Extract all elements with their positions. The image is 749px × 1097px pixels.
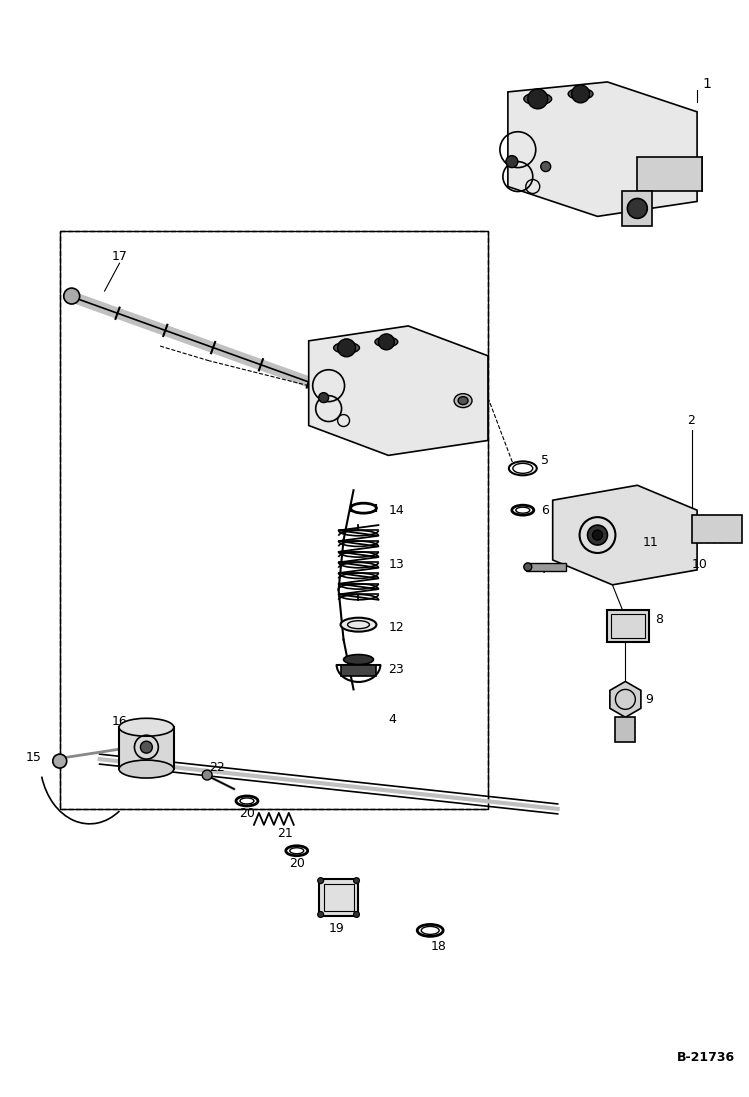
Bar <box>60 231 488 808</box>
Text: 4: 4 <box>389 713 396 726</box>
Bar <box>637 157 702 192</box>
Circle shape <box>528 89 548 109</box>
Text: 22: 22 <box>209 760 225 773</box>
Circle shape <box>140 742 152 754</box>
Bar <box>120 727 175 769</box>
Text: 23: 23 <box>389 663 404 676</box>
Text: 11: 11 <box>643 535 658 548</box>
Bar <box>616 717 635 743</box>
Bar <box>692 516 742 543</box>
Ellipse shape <box>375 337 398 347</box>
Circle shape <box>354 912 360 917</box>
Circle shape <box>338 339 356 357</box>
Circle shape <box>592 530 602 540</box>
Text: 20: 20 <box>289 857 305 870</box>
Text: 18: 18 <box>430 940 446 953</box>
Text: 14: 14 <box>389 504 404 517</box>
Circle shape <box>318 878 324 883</box>
Text: 12: 12 <box>389 621 404 634</box>
Text: 20: 20 <box>239 807 255 821</box>
Ellipse shape <box>344 655 374 665</box>
Polygon shape <box>610 681 641 717</box>
Text: 19: 19 <box>329 921 345 935</box>
Ellipse shape <box>341 618 377 632</box>
Text: 10: 10 <box>692 558 708 572</box>
Text: 1: 1 <box>702 77 711 91</box>
Text: 7: 7 <box>541 564 549 576</box>
Circle shape <box>506 156 518 168</box>
Ellipse shape <box>454 394 472 408</box>
Polygon shape <box>553 485 697 585</box>
Text: 5: 5 <box>541 454 549 467</box>
Circle shape <box>318 393 329 403</box>
Bar <box>622 192 652 226</box>
Text: 9: 9 <box>646 693 653 705</box>
Text: 21: 21 <box>277 827 293 840</box>
Text: 17: 17 <box>112 250 127 262</box>
Text: 8: 8 <box>655 613 664 626</box>
Bar <box>607 610 649 642</box>
Ellipse shape <box>119 760 174 778</box>
Circle shape <box>378 333 395 350</box>
Circle shape <box>587 525 607 545</box>
Bar <box>324 883 354 912</box>
Bar <box>60 231 488 808</box>
Circle shape <box>524 563 532 570</box>
Ellipse shape <box>458 397 468 405</box>
Bar <box>526 563 565 570</box>
Text: 13: 13 <box>389 558 404 572</box>
Text: 6: 6 <box>541 504 548 517</box>
Circle shape <box>52 754 67 768</box>
Ellipse shape <box>524 93 552 105</box>
Text: 15: 15 <box>26 750 42 764</box>
Circle shape <box>628 199 647 218</box>
Text: B-21736: B-21736 <box>677 1051 736 1064</box>
Circle shape <box>318 912 324 917</box>
Circle shape <box>354 878 360 883</box>
Circle shape <box>571 84 589 103</box>
Bar <box>341 665 377 677</box>
Text: 16: 16 <box>112 715 127 727</box>
Circle shape <box>64 289 79 304</box>
Text: 2: 2 <box>687 414 695 427</box>
Ellipse shape <box>119 719 174 736</box>
Bar <box>318 879 359 916</box>
Polygon shape <box>309 326 488 455</box>
Circle shape <box>202 770 212 780</box>
Polygon shape <box>508 82 697 216</box>
Ellipse shape <box>568 89 593 100</box>
Circle shape <box>541 161 551 171</box>
Ellipse shape <box>333 342 360 353</box>
Bar <box>611 613 646 637</box>
